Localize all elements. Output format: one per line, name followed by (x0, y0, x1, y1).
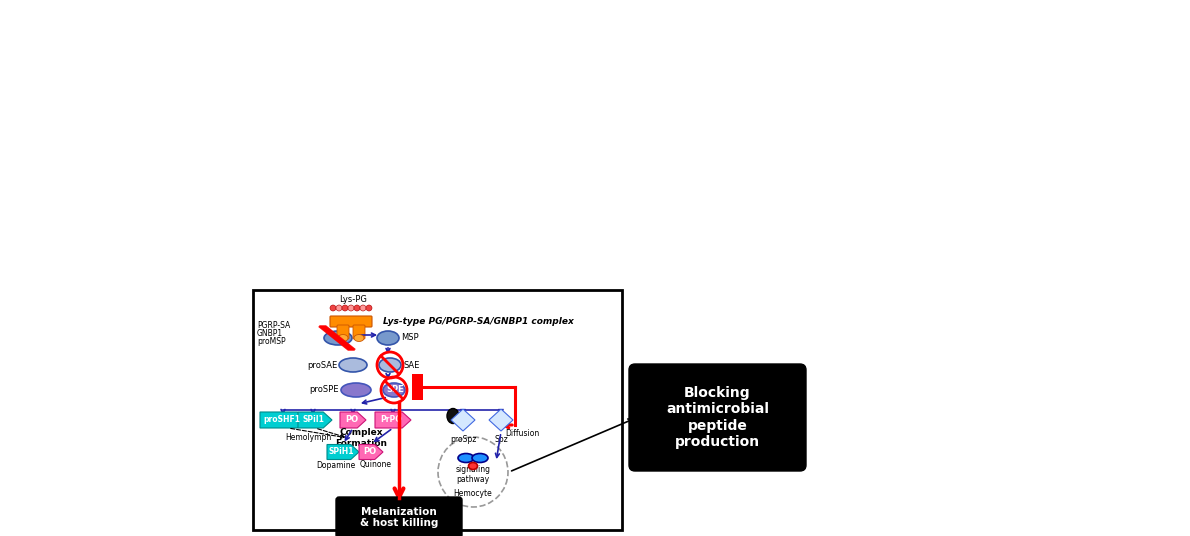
Polygon shape (259, 412, 306, 428)
Ellipse shape (339, 358, 367, 372)
Circle shape (330, 305, 336, 311)
Text: PrPO: PrPO (381, 415, 402, 425)
Circle shape (347, 305, 353, 311)
Circle shape (367, 305, 372, 311)
Text: Hemolymph: Hemolymph (284, 434, 331, 443)
FancyBboxPatch shape (336, 497, 462, 536)
Circle shape (353, 305, 361, 311)
FancyBboxPatch shape (330, 316, 372, 327)
Polygon shape (375, 412, 411, 428)
Ellipse shape (377, 331, 399, 345)
Text: proMSP: proMSP (257, 338, 286, 346)
Text: Lys-PG: Lys-PG (339, 295, 367, 304)
Text: SPE: SPE (386, 385, 403, 394)
Text: PGRP-SA: PGRP-SA (257, 322, 290, 331)
Ellipse shape (324, 331, 352, 345)
Ellipse shape (383, 383, 405, 397)
Circle shape (438, 437, 508, 507)
Text: proSAE: proSAE (307, 361, 337, 369)
Text: SAE: SAE (403, 361, 419, 369)
Polygon shape (298, 412, 332, 428)
Polygon shape (340, 412, 367, 428)
FancyBboxPatch shape (630, 364, 806, 471)
FancyBboxPatch shape (337, 325, 349, 339)
Text: PO: PO (345, 415, 358, 425)
Ellipse shape (472, 453, 488, 463)
Ellipse shape (469, 463, 477, 470)
Text: SPiI1: SPiI1 (302, 415, 325, 425)
Polygon shape (359, 444, 383, 459)
Ellipse shape (342, 383, 371, 397)
Polygon shape (451, 409, 475, 431)
Bar (412, 374, 422, 400)
Ellipse shape (353, 334, 364, 341)
Polygon shape (489, 409, 513, 431)
Polygon shape (327, 444, 359, 459)
Text: MSP: MSP (401, 333, 419, 343)
Ellipse shape (447, 408, 459, 423)
Circle shape (342, 305, 347, 311)
Text: PO: PO (363, 448, 376, 457)
Text: proSPE: proSPE (309, 385, 339, 394)
Circle shape (336, 305, 342, 311)
Text: GNBP1: GNBP1 (257, 330, 283, 339)
Text: proSHF1: proSHF1 (263, 415, 300, 425)
Text: Toll
signaling
pathway: Toll signaling pathway (456, 454, 490, 484)
FancyBboxPatch shape (253, 290, 622, 530)
Text: Lys-type PG/PGRP-SA/GNBP1 complex: Lys-type PG/PGRP-SA/GNBP1 complex (383, 316, 574, 325)
Text: SPiH1: SPiH1 (328, 448, 355, 457)
Text: proSpz: proSpz (450, 435, 476, 444)
Text: Spz: Spz (494, 435, 508, 444)
Ellipse shape (338, 334, 347, 341)
Text: Diffusion: Diffusion (505, 428, 539, 437)
Text: Melanization
& host killing: Melanization & host killing (359, 507, 438, 528)
FancyBboxPatch shape (353, 325, 365, 339)
Text: Dopamine: Dopamine (317, 460, 356, 470)
Text: Hemocyte: Hemocyte (453, 489, 493, 498)
Text: Blocking
antimicrobial
peptide
production: Blocking antimicrobial peptide productio… (666, 386, 769, 449)
Text: Complex
Formation: Complex Formation (336, 428, 387, 448)
Circle shape (361, 305, 367, 311)
Text: Quinone: Quinone (361, 460, 392, 470)
Ellipse shape (458, 453, 474, 463)
Ellipse shape (378, 358, 401, 372)
